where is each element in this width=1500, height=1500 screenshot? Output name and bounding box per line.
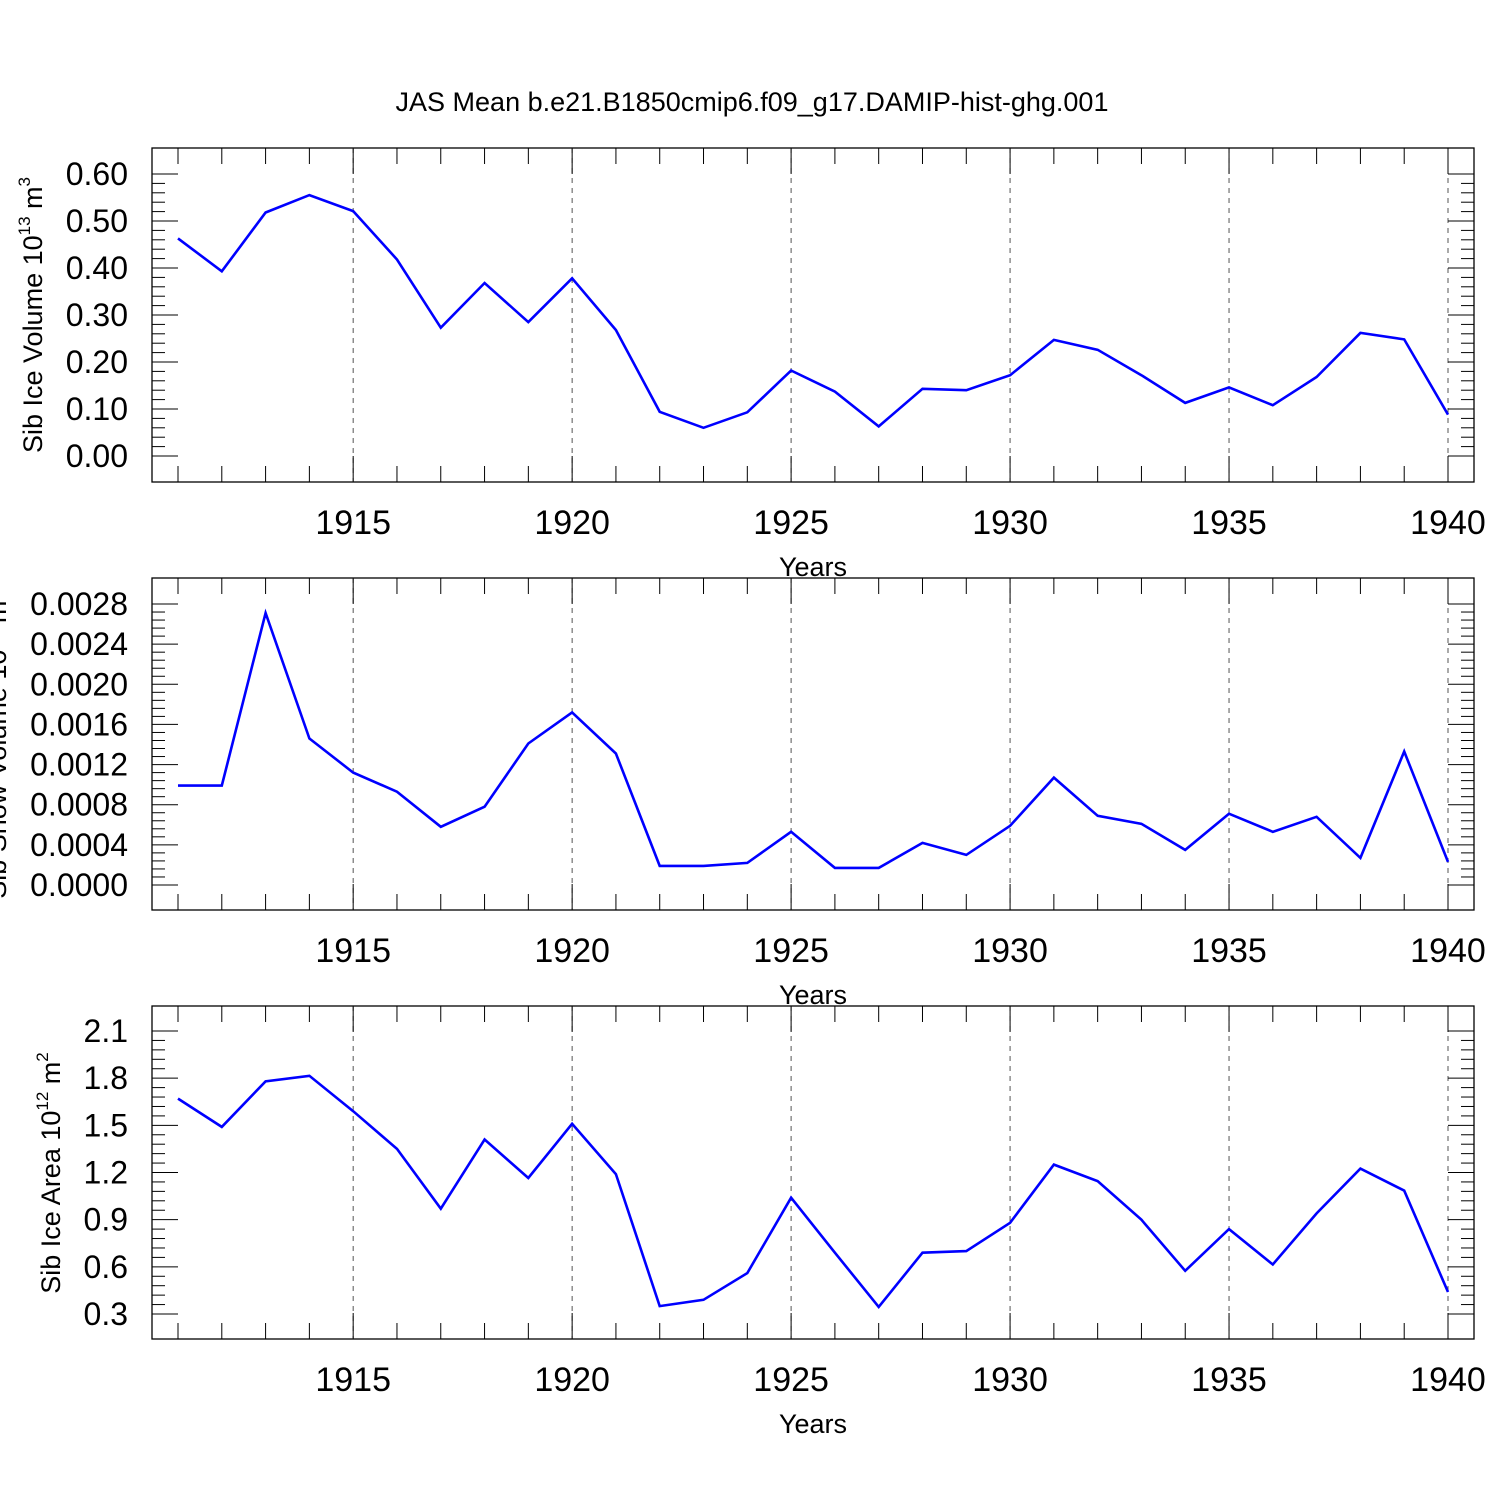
y-tick-label: 1.5 [84,1107,128,1143]
plot-frame [151,577,1475,911]
x-tick-label: 1915 [315,932,391,970]
y-axis-title-exponent: 13 [15,216,34,235]
series-line [178,608,1450,870]
y-tick-label: 0.50 [66,203,128,239]
x-tick-label: 1935 [1191,1361,1267,1399]
x-tick-label: 1940 [1410,504,1486,542]
y-tick-label: 0.9 [84,1202,128,1238]
x-tick-label: 1915 [315,1361,391,1399]
x-axis-title: Years [779,552,847,582]
x-tick-label: 1925 [753,1361,829,1399]
y-tick-label: 0.6 [84,1249,128,1285]
y-tick-label: 0.3 [84,1296,128,1332]
x-axis-title: Years [779,1409,847,1439]
x-tick-label: 1920 [534,932,610,970]
x-axis-title: Years [779,980,847,1010]
y-tick-label: 0.0008 [30,787,128,823]
panel-2: 0.0000 0.0004 0.0008 0.0012 0.0016 0.0020 0.00… [0,577,1486,1010]
x-tick-label: 1920 [534,504,610,542]
y-axis-title-unit: m [18,186,48,216]
y-tick-label: 1.2 [84,1155,128,1191]
y-axis-title: Sib Ice Area 1012 m2 [33,1052,66,1294]
y-axis-title-exponent: 12 [33,1092,52,1111]
y-tick-label: 0.60 [66,156,128,192]
chart-title: JAS Mean b.e21.B1850cmip6.f09_g17.DAMIP-… [396,87,1109,117]
y-axis-title: Sib Ice Volume 1013 m3 [15,177,48,453]
y-tick-label: 0.40 [66,250,128,286]
x-tick-label: 1925 [753,504,829,542]
x-tick-label: 1925 [753,932,829,970]
series-line [177,193,1450,430]
y-axis-title-unit-exponent: 2 [33,1052,52,1061]
x-tick-label: 1930 [972,932,1048,970]
x-tick-label: 1930 [972,1361,1048,1399]
x-tick-label: 1915 [315,504,391,542]
x-tick-label: 1935 [1191,932,1267,970]
y-tick-label: 2.1 [84,1013,128,1049]
y-tick-label: 0.20 [66,344,128,380]
y-tick-label: 0.0004 [30,827,128,863]
x-tick-label: 1940 [1410,932,1486,970]
y-tick-label: 0.10 [66,391,128,427]
y-tick-label: 0.0024 [30,626,128,662]
y-axis-title-text: Sib Snow Volume 10 [0,650,12,899]
series-line [177,1074,1450,1309]
panels-group: 0.00 0.10 0.20 0.30 0.40 0.50 0.60 1915 1920 1925… [0,147,1486,1439]
y-tick-label: 0.30 [66,297,128,333]
y-tick-label: 0.0028 [30,586,128,622]
y-tick-label: 0.0000 [30,867,128,903]
y-axis-title-unit: m [0,601,12,631]
panel-1: 0.00 0.10 0.20 0.30 0.40 0.50 0.60 1915 1920 1925… [15,147,1486,582]
y-axis-title-text: Sib Ice Area 10 [36,1111,66,1294]
y-tick-label: 1.8 [84,1060,128,1096]
y-tick-label: 0.00 [66,438,128,474]
y-tick-label: 0.0012 [30,747,128,783]
y-tick-label: 0.0020 [30,666,128,702]
y-tick-label: 0.0016 [30,706,128,742]
x-tick-label: 1935 [1191,504,1267,542]
y-axis-title-unit: m [36,1062,66,1092]
y-axis-title-text: Sib Ice Volume 10 [18,235,48,453]
y-axis-title: Sib Snow Volume 1013 m3 [0,591,12,899]
x-tick-label: 1920 [534,1361,610,1399]
x-tick-label: 1940 [1410,1361,1486,1399]
x-tick-label: 1930 [972,504,1048,542]
y-axis-title-unit-exponent: 3 [15,177,34,186]
panel-3: 0.3 0.6 0.9 1.2 1.5 1.8 2.1 1915 1920 1925 1930 193… [33,1005,1486,1439]
